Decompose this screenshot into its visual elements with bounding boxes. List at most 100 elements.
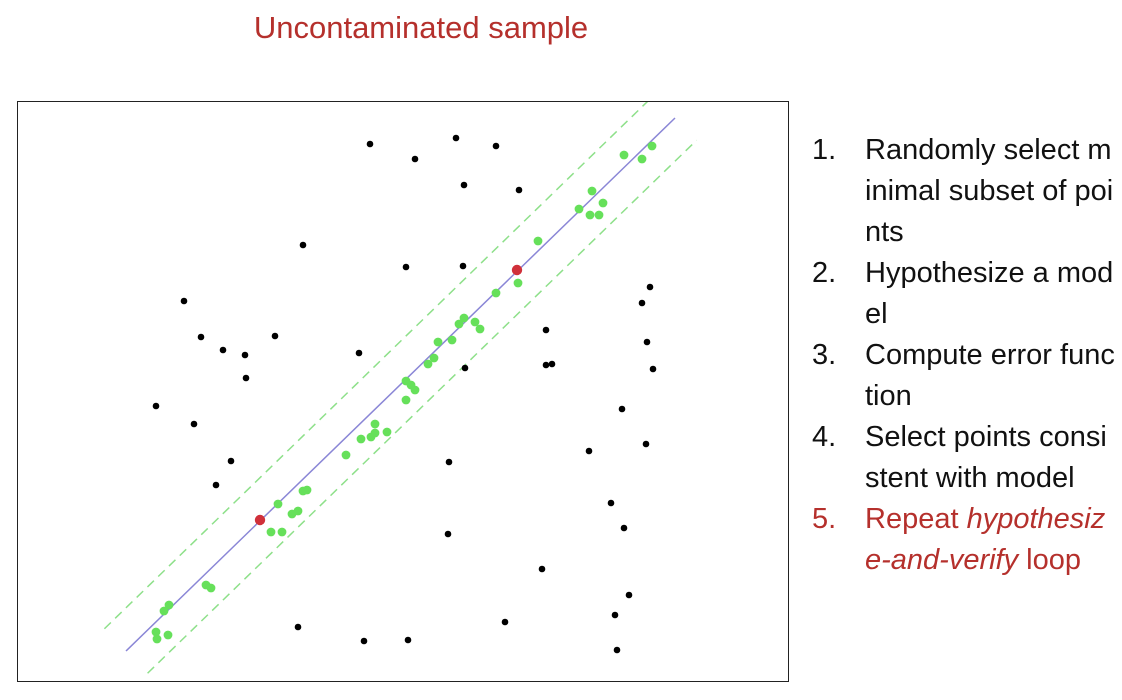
inlier-point bbox=[164, 600, 174, 610]
outlier-point bbox=[501, 618, 509, 626]
inlier-point bbox=[619, 150, 629, 160]
inlier-point bbox=[598, 198, 608, 208]
threshold-band-lower bbox=[147, 139, 698, 674]
outlier-point bbox=[515, 186, 523, 194]
inlier-point bbox=[163, 630, 173, 640]
step-text: Compute error function bbox=[865, 339, 1115, 412]
outlier-point bbox=[212, 481, 220, 489]
step-text: Repeat hypothesize-and-verify loop bbox=[865, 499, 1117, 581]
step-number: 5. bbox=[812, 503, 837, 535]
inlier-point bbox=[637, 154, 647, 164]
step-5: 5. Repeat hypothesize-and-verify loop bbox=[812, 499, 1117, 581]
inlier-point bbox=[151, 627, 161, 637]
outlier-point bbox=[646, 283, 654, 291]
inlier-point bbox=[302, 485, 312, 495]
step-text-tail: loop bbox=[1018, 544, 1082, 576]
outlier-point bbox=[620, 524, 628, 532]
outlier-point bbox=[219, 346, 227, 354]
inlier-point bbox=[266, 527, 276, 537]
outlier-point bbox=[538, 565, 546, 573]
inlier-point bbox=[429, 353, 439, 363]
outlier-point bbox=[452, 134, 460, 142]
outlier-point bbox=[360, 637, 368, 645]
inlier-point bbox=[293, 506, 303, 516]
inlier-point bbox=[459, 313, 469, 323]
outlier-point bbox=[227, 457, 235, 465]
threshold-band-upper bbox=[103, 102, 649, 630]
inlier-point bbox=[206, 583, 216, 593]
outlier-point bbox=[460, 181, 468, 189]
step-text: Randomly select minimal subset of points bbox=[865, 134, 1114, 248]
inlier-point bbox=[433, 337, 443, 347]
step-4: 4. Select points consistent with model bbox=[812, 417, 1117, 499]
inlier-point bbox=[277, 527, 287, 537]
inlier-point bbox=[447, 335, 457, 345]
inlier-point bbox=[647, 141, 657, 151]
outlier-point bbox=[366, 140, 374, 148]
inlier-point bbox=[587, 186, 597, 196]
outlier-point bbox=[294, 623, 302, 631]
outlier-point bbox=[492, 142, 500, 150]
inlier-point bbox=[159, 606, 169, 616]
inlier-point bbox=[475, 324, 485, 334]
step-text: Select points consistent with model bbox=[865, 421, 1107, 494]
inlier-point bbox=[513, 278, 523, 288]
outlier-point bbox=[180, 297, 188, 305]
inlier-point bbox=[423, 359, 433, 369]
outlier-point bbox=[190, 420, 198, 428]
inlier-point bbox=[594, 210, 604, 220]
step-number: 3. bbox=[812, 339, 837, 371]
outlier-point bbox=[607, 499, 615, 507]
outlier-point bbox=[459, 262, 467, 270]
outlier-point bbox=[152, 402, 160, 410]
step-number: 1. bbox=[812, 134, 837, 166]
inlier-point bbox=[533, 236, 543, 246]
outlier-point bbox=[638, 299, 646, 307]
outlier-point bbox=[411, 155, 419, 163]
outlier-point bbox=[643, 338, 651, 346]
outlier-point bbox=[625, 591, 633, 599]
step-3: 3. Compute error function bbox=[812, 335, 1117, 417]
outlier-point bbox=[242, 374, 250, 382]
outlier-point bbox=[355, 349, 363, 357]
step-2: 2. Hypothesize a model bbox=[812, 253, 1117, 335]
outlier-point bbox=[404, 636, 412, 644]
inlier-point bbox=[491, 288, 501, 298]
outlier-point bbox=[461, 364, 469, 372]
inlier-point bbox=[273, 499, 283, 509]
inlier-point bbox=[382, 427, 392, 437]
sample-point bbox=[254, 514, 266, 526]
inlier-point bbox=[470, 317, 480, 327]
ransac-diagram bbox=[17, 101, 789, 682]
step-text: Hypothesize a model bbox=[865, 257, 1114, 330]
outlier-point bbox=[642, 440, 650, 448]
outlier-point bbox=[445, 458, 453, 466]
outlier-point bbox=[299, 241, 307, 249]
outlier-point bbox=[613, 646, 621, 654]
ransac-scatter-plot bbox=[103, 102, 698, 674]
outlier-point bbox=[271, 332, 279, 340]
outlier-point bbox=[542, 326, 550, 334]
outlier-point bbox=[197, 333, 205, 341]
inlier-point bbox=[410, 385, 420, 395]
inlier-point bbox=[356, 434, 366, 444]
outlier-point bbox=[649, 365, 657, 373]
step-1: 1. Randomly select minimal subset of poi… bbox=[812, 130, 1117, 253]
outlier-point bbox=[241, 351, 249, 359]
step-text-plain: Repeat bbox=[865, 503, 967, 535]
outlier-point bbox=[618, 405, 626, 413]
slide-title: Uncontaminated sample bbox=[253, 10, 589, 45]
inlier-point bbox=[152, 634, 162, 644]
step-text-italic: hypothesize-and-verify bbox=[865, 503, 1106, 576]
outlier-point bbox=[542, 361, 550, 369]
inlier-point bbox=[341, 450, 351, 460]
ransac-steps-list: 1. Randomly select minimal subset of poi… bbox=[812, 130, 1117, 581]
inlier-point bbox=[401, 395, 411, 405]
step-number: 4. bbox=[812, 421, 837, 453]
step-number: 2. bbox=[812, 257, 837, 289]
model-line bbox=[125, 117, 676, 652]
outlier-point bbox=[548, 360, 556, 368]
inlier-point bbox=[454, 319, 464, 329]
inlier-point bbox=[370, 428, 380, 438]
outlier-point bbox=[611, 611, 619, 619]
